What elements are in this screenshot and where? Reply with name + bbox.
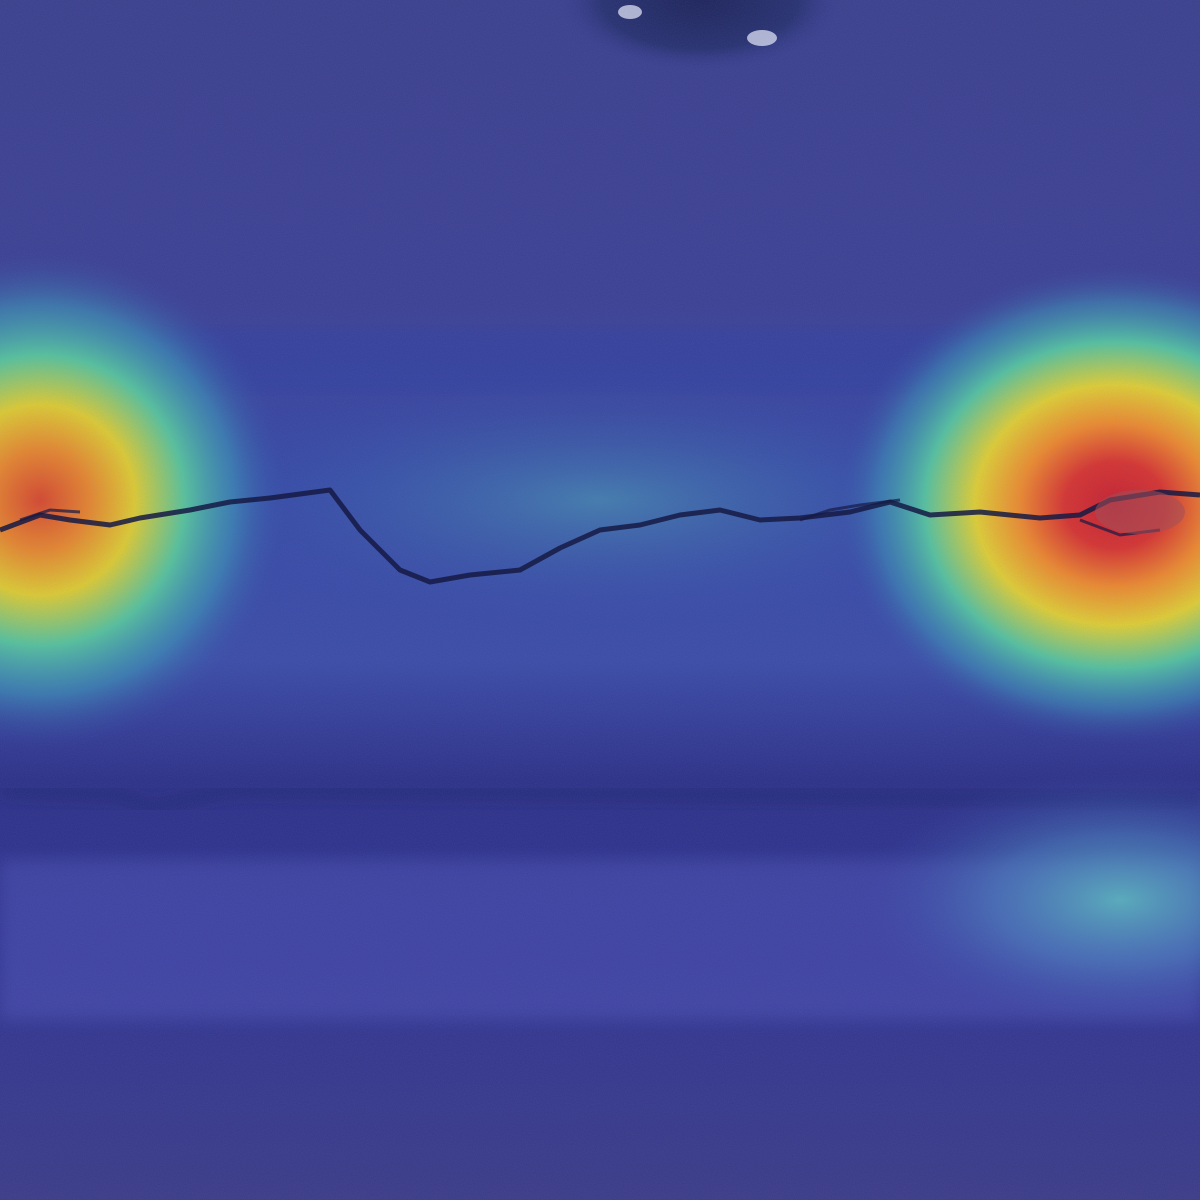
crack-spall [1095, 490, 1185, 534]
crack-line [0, 487, 1200, 585]
